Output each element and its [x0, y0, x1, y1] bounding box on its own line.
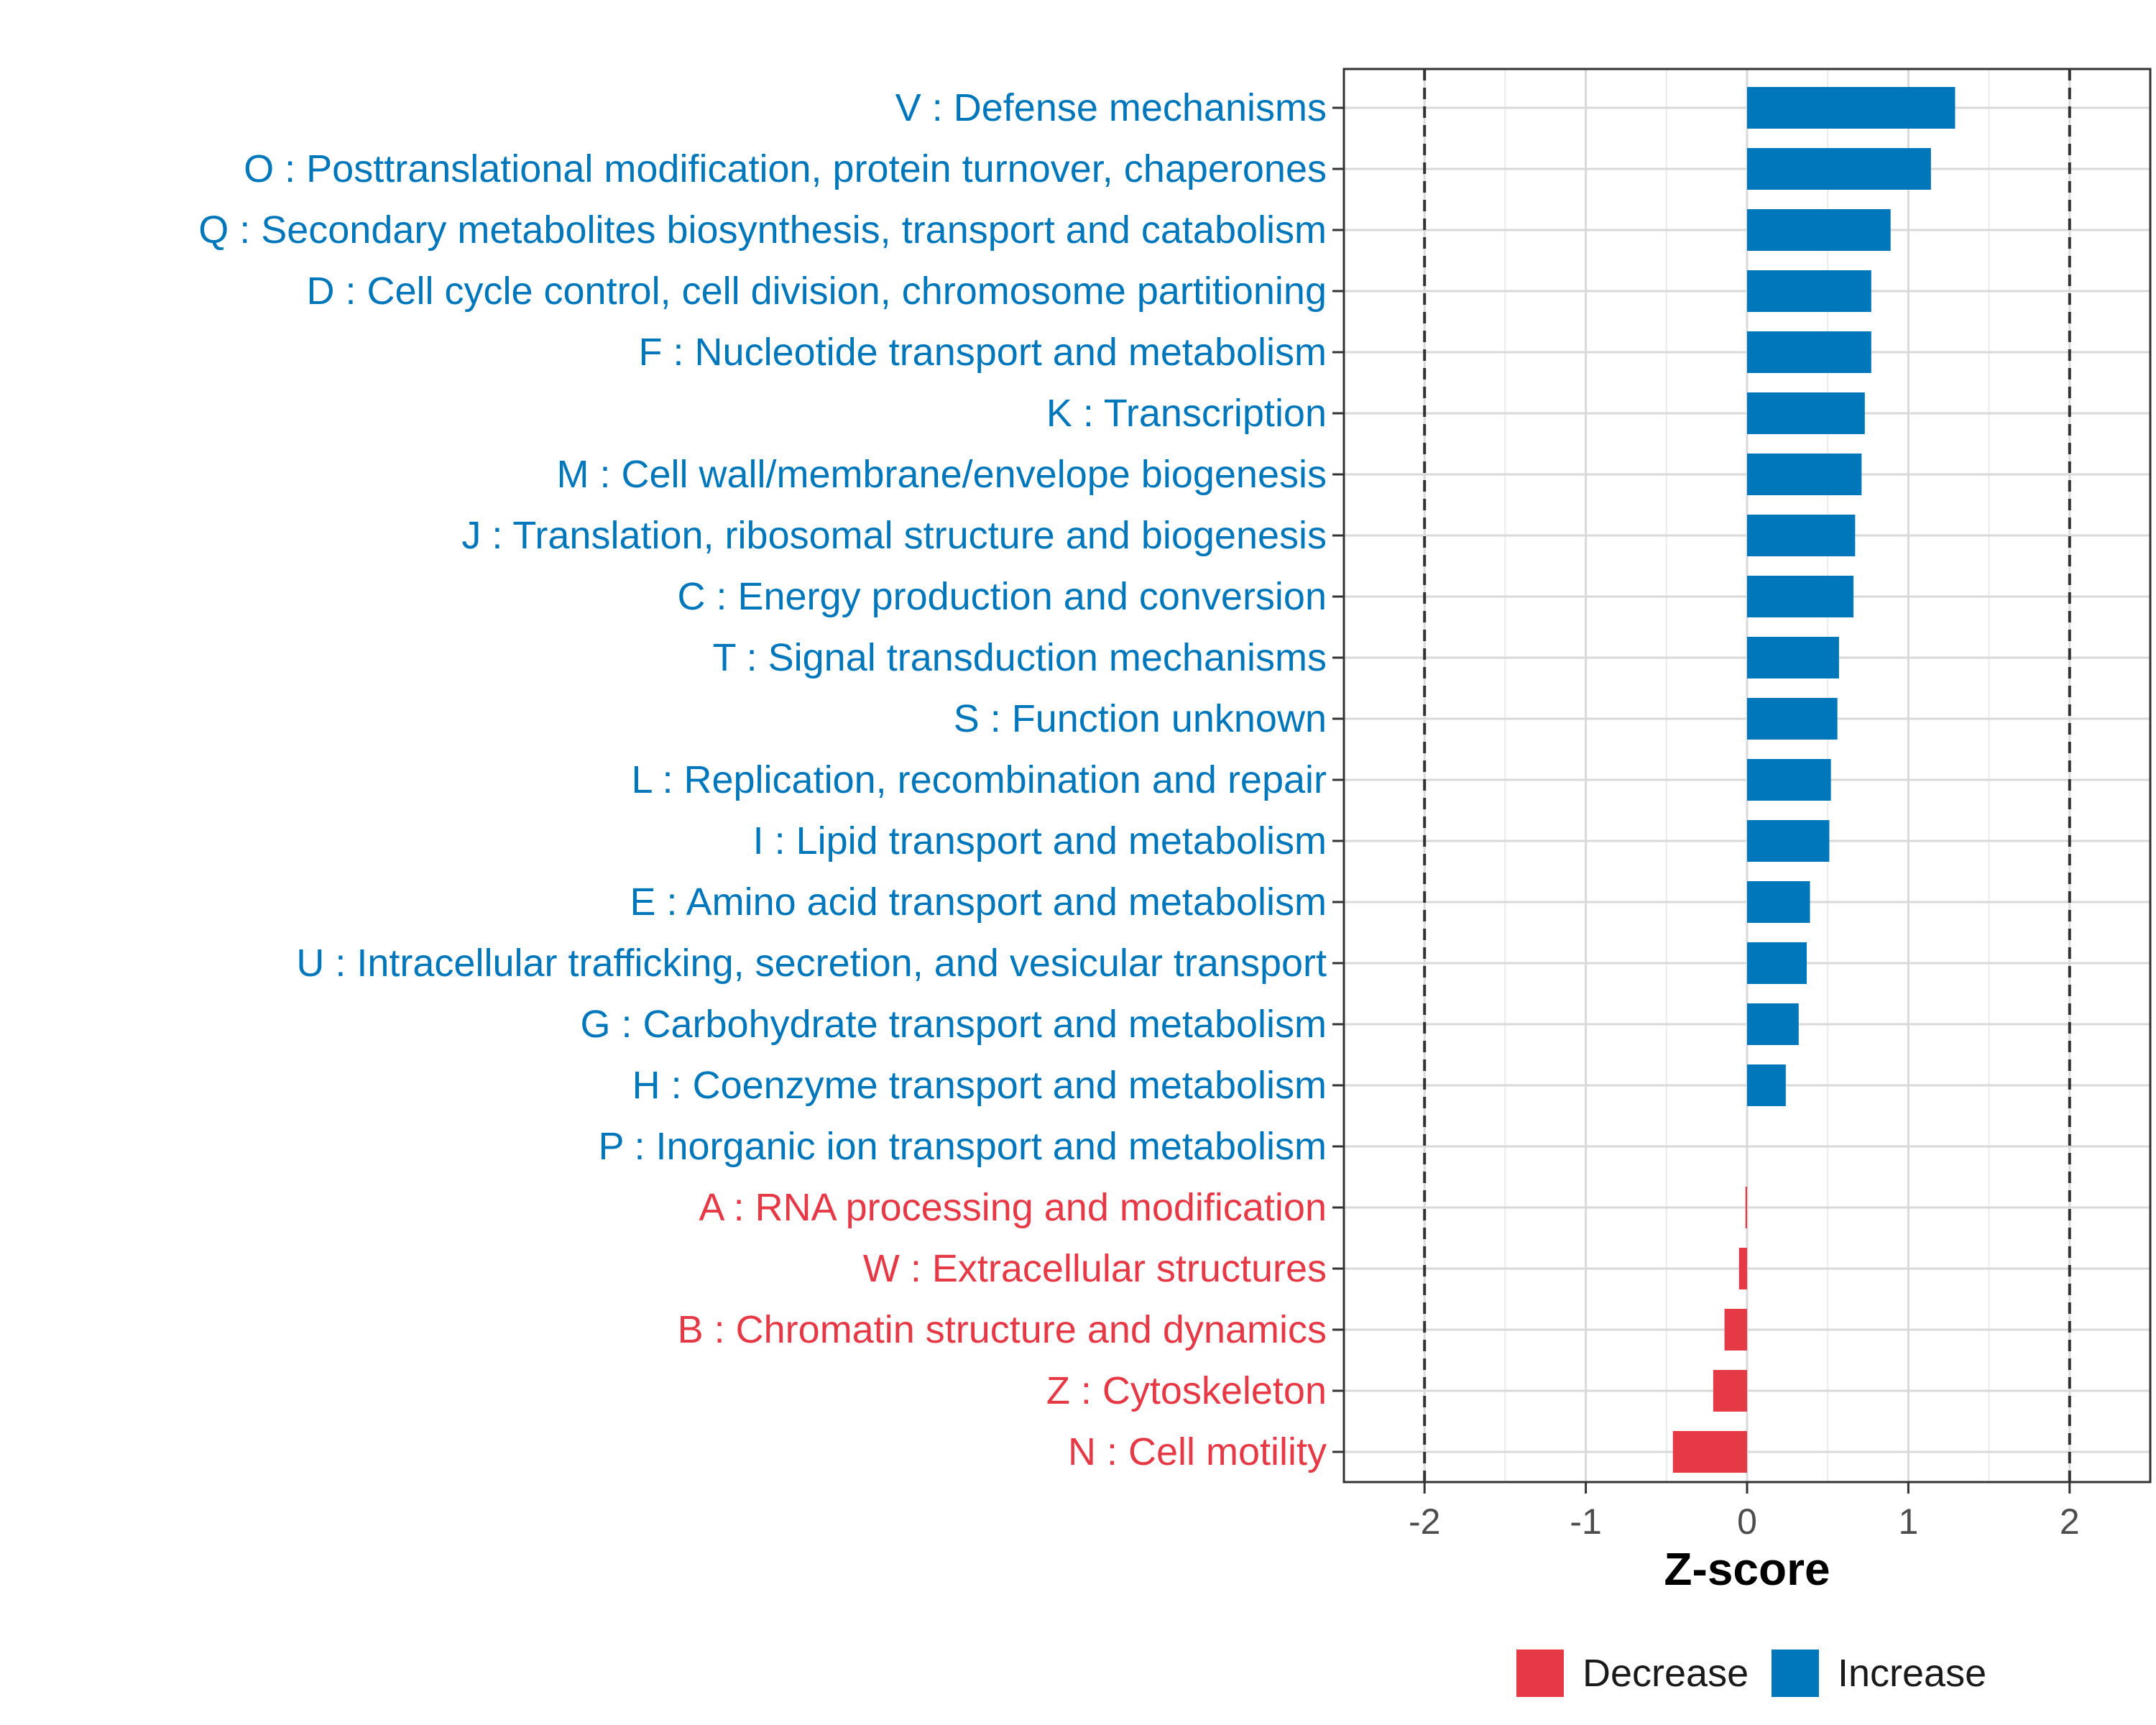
- y-tick-label: G : Carbohydrate transport and metabolis…: [581, 1003, 1327, 1046]
- y-tick-label: O : Posttranslational modification, prot…: [244, 147, 1327, 190]
- bar: [1747, 881, 1810, 923]
- x-tick-label: -2: [1409, 1501, 1440, 1542]
- x-tick-label: -1: [1570, 1501, 1601, 1542]
- y-tick-label: C : Energy production and conversion: [677, 575, 1327, 618]
- bar: [1747, 270, 1871, 312]
- bar: [1738, 1248, 1747, 1289]
- bar: [1747, 209, 1891, 251]
- bar: [1747, 454, 1862, 495]
- y-tick-label: T : Signal transduction mechanisms: [713, 636, 1327, 679]
- x-tick-label: 0: [1737, 1501, 1757, 1542]
- bar: [1747, 698, 1838, 740]
- y-tick-label: J : Translation, ribosomal structure and…: [461, 514, 1327, 557]
- bar: [1747, 392, 1865, 434]
- x-tick-label: 1: [1898, 1501, 1918, 1542]
- bar: [1747, 637, 1839, 678]
- bar: [1747, 148, 1931, 190]
- y-tick-label: V : Defense mechanisms: [895, 86, 1327, 129]
- x-axis-title: Z-score: [1664, 1543, 1830, 1595]
- legend-label: Increase: [1838, 1652, 1986, 1695]
- bar: [1747, 1064, 1786, 1106]
- y-tick-label: W : Extracellular structures: [863, 1247, 1327, 1290]
- bar: [1747, 87, 1955, 129]
- legend: Decrease Increase: [1516, 1650, 1986, 1697]
- y-tick-label: E : Amino acid transport and metabolism: [630, 880, 1327, 924]
- legend-key: [1516, 1650, 1564, 1697]
- y-axis: V : Defense mechanisms O : Posttranslatio…: [198, 86, 1344, 1473]
- y-tick-label: P : Inorganic ion transport and metaboli…: [598, 1125, 1327, 1168]
- bar: [1747, 759, 1831, 801]
- bar: [1747, 1003, 1799, 1045]
- legend-label: Decrease: [1583, 1652, 1749, 1695]
- bar: [1747, 576, 1854, 617]
- y-tick-label: Q : Secondary metabolites biosynthesis, …: [198, 208, 1327, 252]
- y-tick-label: B : Chromatin structure and dynamics: [678, 1308, 1327, 1351]
- y-tick-label: I : Lipid transport and metabolism: [753, 819, 1327, 862]
- y-tick-label: U : Intracellular trafficking, secretion…: [296, 942, 1327, 985]
- y-tick-label: K : Transcription: [1046, 392, 1327, 435]
- bar: [1745, 1187, 1747, 1228]
- bar: [1713, 1370, 1747, 1412]
- bars: [1672, 87, 1955, 1473]
- y-tick-label: D : Cell cycle control, cell division, c…: [306, 270, 1327, 313]
- y-tick-label: S : Function unknown: [954, 697, 1327, 740]
- bar: [1672, 1431, 1747, 1473]
- x-axis: -2 -1 0 1 2: [1409, 1482, 2080, 1542]
- x-tick-label: 2: [2060, 1501, 2080, 1542]
- bar: [1747, 515, 1856, 556]
- y-tick-label: H : Coenzyme transport and metabolism: [632, 1064, 1327, 1107]
- bar: [1747, 942, 1807, 984]
- y-tick-label: L : Replication, recombination and repai…: [631, 758, 1327, 801]
- reference-lines: [1423, 69, 2071, 1482]
- y-tick-label: A : RNA processing and modification: [699, 1186, 1327, 1229]
- bar: [1724, 1309, 1747, 1351]
- bar: [1747, 331, 1871, 373]
- y-tick-label: N : Cell motility: [1068, 1430, 1327, 1473]
- legend-key: [1772, 1650, 1819, 1697]
- y-tick-label: F : Nucleotide transport and metabolism: [639, 331, 1327, 374]
- y-tick-label: Z : Cytoskeleton: [1046, 1369, 1327, 1412]
- y-tick-label: M : Cell wall/membrane/envelope biogenes…: [556, 453, 1327, 496]
- bar: [1747, 820, 1830, 862]
